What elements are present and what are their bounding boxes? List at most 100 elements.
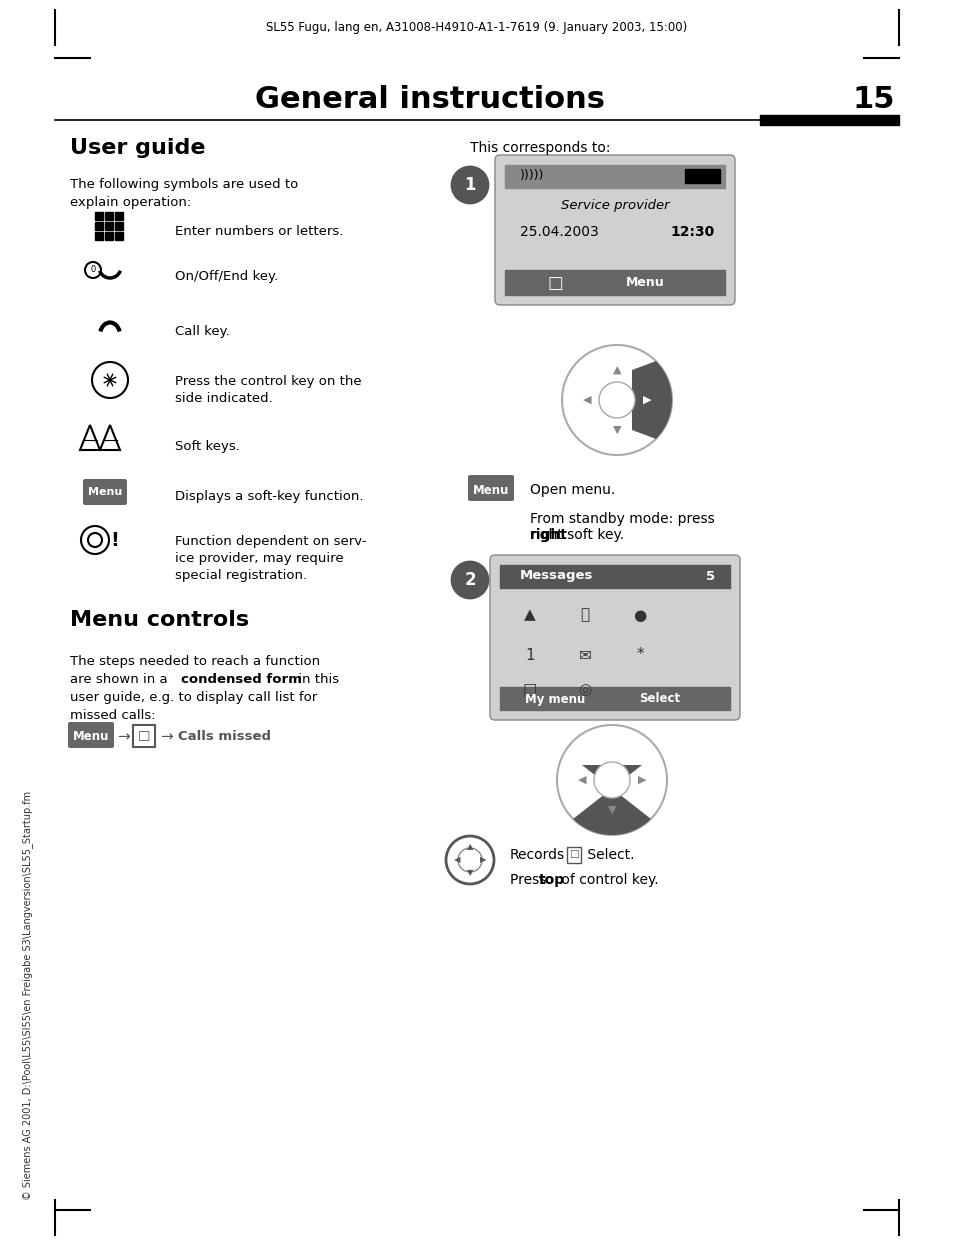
Text: 1: 1 [525, 648, 535, 663]
Text: *: * [636, 648, 643, 663]
Bar [115, 232, 123, 240]
Text: ◀: ◀ [582, 395, 591, 405]
Bar [566, 847, 580, 863]
Text: ▼: ▼ [466, 868, 473, 877]
Text: Calls missed: Calls missed [178, 730, 271, 744]
Text: Menu controls: Menu controls [70, 611, 249, 630]
Text: →: → [117, 729, 130, 745]
Text: are shown in a: are shown in a [70, 673, 172, 687]
Text: ▲: ▲ [466, 842, 473, 851]
Text: ◀: ◀ [578, 775, 586, 785]
Circle shape [557, 725, 666, 835]
Text: ▲: ▲ [607, 745, 616, 755]
Text: Records: Records [510, 849, 564, 862]
Circle shape [81, 526, 109, 554]
Circle shape [452, 562, 488, 598]
Text: Menu: Menu [72, 730, 109, 744]
Text: Function dependent on serv-
ice provider, may require
special registration.: Function dependent on serv- ice provider… [174, 535, 366, 582]
Circle shape [594, 763, 629, 797]
Text: →: → [160, 729, 172, 745]
Text: ▶: ▶ [638, 775, 645, 785]
Text: right soft key.: right soft key. [530, 528, 623, 542]
Circle shape [91, 363, 128, 397]
Text: □: □ [522, 683, 537, 698]
Bar [105, 212, 112, 221]
Polygon shape [631, 361, 671, 439]
Text: ✉: ✉ [578, 648, 591, 663]
Text: ◎: ◎ [578, 683, 591, 698]
Text: ◀: ◀ [454, 856, 459, 865]
Text: Open menu.: Open menu. [530, 483, 615, 497]
Text: Enter numbers or letters.: Enter numbers or letters. [174, 226, 343, 238]
Polygon shape [80, 425, 100, 450]
Bar [105, 232, 112, 240]
Text: in this: in this [294, 673, 338, 687]
Text: !: ! [111, 531, 119, 549]
Text: ▲: ▲ [523, 608, 536, 623]
Text: General instructions: General instructions [254, 86, 604, 115]
Text: Displays a soft-key function.: Displays a soft-key function. [174, 490, 363, 503]
Bar [95, 222, 103, 231]
Text: Call key.: Call key. [174, 325, 230, 338]
Text: 🔒: 🔒 [579, 608, 589, 623]
Text: 5: 5 [705, 569, 714, 582]
Bar [132, 725, 154, 748]
Circle shape [598, 383, 635, 417]
Text: Press: Press [510, 873, 550, 887]
Text: Soft keys.: Soft keys. [174, 440, 239, 454]
Text: ))))): ))))) [519, 169, 544, 182]
Bar [115, 212, 123, 221]
Circle shape [446, 836, 494, 883]
Text: On/Off/End key.: On/Off/End key. [174, 270, 278, 283]
Text: Service provider: Service provider [560, 198, 669, 212]
Text: User guide: User guide [70, 138, 205, 158]
Circle shape [88, 533, 102, 547]
Text: ▶: ▶ [479, 856, 486, 865]
Circle shape [85, 262, 101, 278]
Text: ☐: ☐ [568, 850, 578, 860]
Bar [105, 222, 112, 231]
Text: ▲: ▲ [612, 365, 620, 375]
Text: Menu: Menu [473, 483, 509, 496]
Text: Select: Select [639, 693, 679, 705]
Text: My menu: My menu [524, 693, 584, 705]
Bar [95, 212, 103, 221]
Text: Select.: Select. [582, 849, 634, 862]
Text: The steps needed to reach a function: The steps needed to reach a function [70, 655, 320, 668]
Circle shape [561, 345, 671, 455]
Bar [684, 169, 720, 183]
FancyBboxPatch shape [490, 554, 740, 720]
Text: 25.04.2003: 25.04.2003 [519, 226, 598, 239]
Circle shape [452, 167, 488, 203]
Text: 1: 1 [464, 176, 476, 194]
Text: ●: ● [633, 608, 646, 623]
Text: 15: 15 [852, 86, 894, 115]
Text: This corresponds to:: This corresponds to: [470, 141, 610, 155]
Text: top: top [538, 873, 564, 887]
Text: Menu: Menu [88, 487, 122, 497]
Bar [95, 232, 103, 240]
FancyBboxPatch shape [468, 475, 514, 501]
Text: ▶: ▶ [642, 395, 651, 405]
Text: ▼: ▼ [612, 425, 620, 435]
Text: © Siemens AG 2001, D:\Pool\L55\SI55\en Freigabe S3\Langversion\SL55_Startup.fm: © Siemens AG 2001, D:\Pool\L55\SI55\en F… [22, 791, 32, 1200]
FancyBboxPatch shape [495, 155, 734, 305]
Text: ▼: ▼ [607, 805, 616, 815]
Text: right: right [530, 528, 567, 542]
Circle shape [457, 849, 481, 872]
FancyBboxPatch shape [83, 478, 127, 505]
Text: ☐: ☐ [137, 730, 150, 744]
Text: missed calls:: missed calls: [70, 709, 155, 721]
Text: 2: 2 [464, 571, 476, 589]
Text: From standby mode: press: From standby mode: press [530, 512, 714, 542]
Text: □: □ [547, 274, 562, 292]
Text: 12:30: 12:30 [670, 226, 714, 239]
FancyBboxPatch shape [68, 721, 113, 748]
Text: of control key.: of control key. [557, 873, 658, 887]
Text: The following symbols are used to
explain operation:: The following symbols are used to explai… [70, 178, 298, 209]
Text: Press the control key on the
side indicated.: Press the control key on the side indica… [174, 375, 361, 405]
Polygon shape [573, 765, 650, 835]
Text: user guide, e.g. to display call list for: user guide, e.g. to display call list fo… [70, 692, 317, 704]
Text: 0: 0 [91, 265, 95, 274]
Text: Menu: Menu [625, 277, 663, 289]
